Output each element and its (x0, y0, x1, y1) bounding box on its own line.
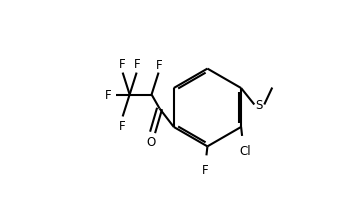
Text: F: F (202, 164, 209, 176)
Text: F: F (156, 58, 163, 71)
Text: O: O (146, 136, 155, 149)
Text: F: F (119, 120, 126, 133)
Text: F: F (134, 57, 141, 70)
Text: F: F (119, 57, 126, 70)
Text: F: F (105, 89, 112, 102)
Text: Cl: Cl (239, 144, 251, 157)
Text: S: S (256, 99, 263, 111)
